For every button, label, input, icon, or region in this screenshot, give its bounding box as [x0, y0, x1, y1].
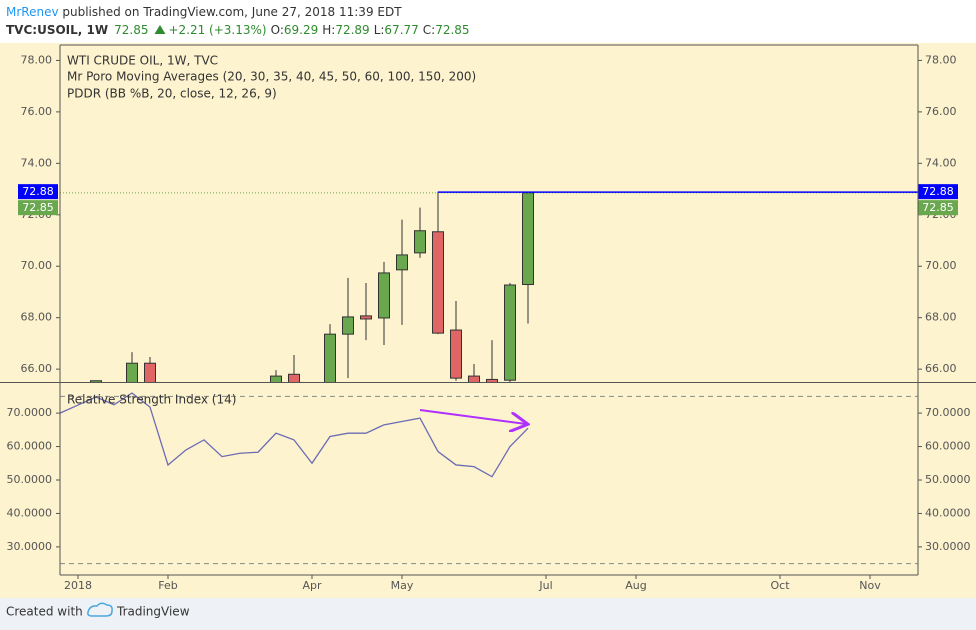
price-tag [918, 184, 958, 200]
x-tick-label: Jul [538, 579, 552, 592]
footer-brand[interactable]: TradingView [116, 605, 190, 619]
candle-body [504, 284, 516, 381]
candle-body [396, 254, 408, 271]
o-value: 69.29 [284, 23, 318, 37]
y-tick-label: 76.00 [925, 105, 957, 118]
y-tick-label: 60.0000 [925, 440, 971, 453]
price-pane [60, 191, 918, 382]
indicator-label: Mr Poro Moving Averages (20, 30, 35, 40,… [67, 70, 476, 84]
c-label: C: [423, 23, 435, 37]
price-tag-label: 72.88 [922, 185, 954, 198]
x-tick-label: May [391, 579, 414, 592]
candle-body [378, 272, 390, 319]
h-value: 72.89 [335, 23, 369, 37]
author[interactable]: MrRenev [6, 5, 59, 19]
y-tick-label: 50.0000 [925, 473, 971, 486]
y-tick-label: 70.0000 [7, 406, 53, 419]
y-tick-label: 68.00 [925, 311, 957, 324]
symbol: TVC:USOIL, 1W [6, 23, 108, 37]
candle-body [360, 315, 372, 320]
x-tick-label: 2018 [64, 579, 92, 592]
candle-body [468, 375, 480, 382]
price-tag [18, 184, 58, 200]
brand-icon [87, 602, 113, 617]
chart-title: WTI CRUDE OIL, 1W, TVC [67, 54, 218, 68]
y-tick-label: 74.00 [925, 156, 957, 169]
y-tick-label: 70.00 [925, 259, 957, 272]
price-tag-label: 72.85 [922, 201, 954, 214]
y-tick-label: 68.00 [21, 311, 53, 324]
candle-body [126, 362, 138, 382]
candle-body [522, 192, 534, 286]
candle-body [90, 380, 102, 382]
y-tick-label: 50.0000 [7, 473, 53, 486]
price-tag [918, 200, 958, 216]
published: published on TradingView.com, June 27, 2… [59, 5, 403, 19]
up-triangle [154, 25, 166, 34]
price-tag-label: 72.88 [22, 185, 54, 198]
footer-bar [0, 598, 976, 630]
footer-created: Created with [6, 605, 83, 619]
x-tick-label: Feb [158, 579, 177, 592]
h-label: H: [322, 23, 335, 37]
y-tick-label: 66.00 [925, 362, 957, 375]
candle-body [486, 378, 498, 382]
y-tick-label: 40.0000 [925, 506, 971, 519]
y-tick-label: 78.00 [21, 53, 53, 66]
y-tick-label: 78.00 [925, 53, 957, 66]
l-label: L: [374, 23, 385, 37]
x-tick-label: Apr [302, 579, 322, 592]
y-tick-label: 40.0000 [7, 506, 53, 519]
y-tick-label: 74.00 [21, 156, 53, 169]
candle-body [432, 231, 444, 334]
rsi-pane [60, 392, 918, 565]
x-tick-label: Oct [770, 579, 790, 592]
rsi-title: Relative Strength Index (14) [67, 393, 236, 407]
price-tag [18, 200, 58, 216]
y-tick-label: 66.00 [21, 362, 53, 375]
o-label: O: [271, 23, 284, 37]
indicator-label: PDDR (BB %B, 20, close, 12, 26, 9) [67, 87, 277, 101]
chart-panel [0, 43, 976, 598]
rsi-line [60, 392, 529, 478]
candle-body [288, 373, 300, 382]
y-tick-label: 30.0000 [7, 540, 53, 553]
change: +2.21 (+3.13%) [168, 23, 266, 37]
x-tick-label: Aug [625, 579, 646, 592]
y-tick-label: 70.00 [21, 259, 53, 272]
candle-body [324, 333, 336, 382]
header-line: MrRenev published on TradingView.com, Ju… [6, 5, 402, 19]
y-tick-label: 60.0000 [7, 440, 53, 453]
x-tick-label: Nov [859, 579, 881, 592]
y-tick-label: 76.00 [21, 105, 53, 118]
annotation-arrow [419, 409, 526, 424]
candle-body [342, 316, 354, 335]
c-value: 72.85 [435, 23, 469, 37]
symbol-line: TVC:USOIL, 1W 72.85 +2.21 (+3.13%) O:69.29 H… [6, 23, 470, 37]
candle-body [144, 362, 156, 382]
candle-body [450, 329, 462, 379]
candle-body [414, 230, 426, 254]
candle-body [270, 375, 282, 382]
y-tick-label: 70.0000 [925, 406, 971, 419]
last-price: 72.85 [114, 23, 148, 37]
l-value: 67.77 [384, 23, 418, 37]
y-tick-label: 30.0000 [925, 540, 971, 553]
price-tag-label: 72.85 [22, 201, 54, 214]
